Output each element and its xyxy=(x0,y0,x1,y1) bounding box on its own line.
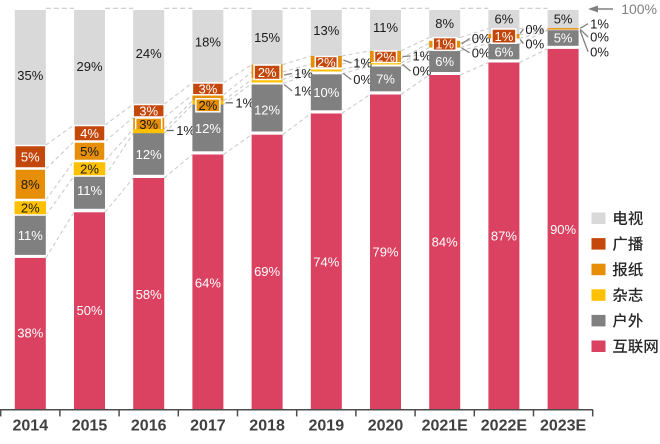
svg-text:0%: 0% xyxy=(590,45,609,60)
svg-text:0%: 0% xyxy=(590,30,609,45)
svg-text:84%: 84% xyxy=(432,235,458,250)
svg-text:6%: 6% xyxy=(435,54,454,69)
svg-text:2%: 2% xyxy=(21,200,40,215)
svg-text:2%: 2% xyxy=(80,161,99,176)
svg-text:1%: 1% xyxy=(413,49,432,64)
svg-text:29%: 29% xyxy=(76,59,102,74)
svg-text:8%: 8% xyxy=(21,177,40,192)
svg-text:12%: 12% xyxy=(254,103,280,118)
svg-text:5%: 5% xyxy=(554,31,573,46)
svg-text:64%: 64% xyxy=(195,275,221,290)
svg-text:15%: 15% xyxy=(254,30,280,45)
svg-text:1%: 1% xyxy=(435,37,454,52)
svg-text:10%: 10% xyxy=(313,85,339,100)
svg-text:4%: 4% xyxy=(80,126,99,141)
svg-text:87%: 87% xyxy=(491,229,517,244)
svg-text:2023E: 2023E xyxy=(540,418,587,435)
svg-text:2%: 2% xyxy=(317,55,336,70)
svg-text:11%: 11% xyxy=(18,228,43,243)
svg-text:3%: 3% xyxy=(139,117,158,132)
svg-text:2021E: 2021E xyxy=(422,418,469,435)
svg-text:2020: 2020 xyxy=(368,418,404,435)
svg-text:38%: 38% xyxy=(17,326,43,341)
svg-text:0%: 0% xyxy=(525,36,544,51)
svg-text:0%: 0% xyxy=(472,31,491,46)
svg-text:11%: 11% xyxy=(77,183,102,198)
svg-text:58%: 58% xyxy=(136,287,162,302)
svg-text:0%: 0% xyxy=(472,46,491,61)
svg-text:0%: 0% xyxy=(525,22,544,37)
svg-text:100%: 100% xyxy=(621,1,657,17)
svg-text:90%: 90% xyxy=(550,222,576,237)
svg-text:2%: 2% xyxy=(199,98,218,113)
svg-text:8%: 8% xyxy=(435,16,454,31)
svg-text:12%: 12% xyxy=(136,147,162,162)
svg-text:7%: 7% xyxy=(376,72,395,87)
svg-text:6%: 6% xyxy=(495,45,514,60)
svg-text:18%: 18% xyxy=(195,35,221,50)
svg-text:0%: 0% xyxy=(353,72,372,87)
svg-text:2%: 2% xyxy=(376,49,395,64)
svg-text:2022E: 2022E xyxy=(481,418,528,435)
svg-text:2016: 2016 xyxy=(131,418,167,435)
svg-text:6%: 6% xyxy=(495,12,514,27)
svg-text:2017: 2017 xyxy=(190,418,226,435)
svg-text:74%: 74% xyxy=(313,254,339,269)
svg-text:5%: 5% xyxy=(80,144,99,159)
svg-text:50%: 50% xyxy=(76,303,102,318)
svg-text:1%: 1% xyxy=(495,29,514,44)
svg-text:69%: 69% xyxy=(254,264,280,279)
svg-text:2015: 2015 xyxy=(72,418,108,435)
svg-text:1%: 1% xyxy=(353,56,372,71)
svg-text:35%: 35% xyxy=(17,68,43,83)
svg-text:0%: 0% xyxy=(413,64,432,79)
svg-text:2018: 2018 xyxy=(249,418,285,435)
svg-text:12%: 12% xyxy=(195,121,221,136)
svg-text:1%: 1% xyxy=(294,66,313,81)
svg-text:2019: 2019 xyxy=(309,418,345,435)
svg-text:5%: 5% xyxy=(21,149,40,164)
svg-text:1%: 1% xyxy=(294,84,313,99)
svg-text:2014: 2014 xyxy=(13,418,49,435)
svg-text:3%: 3% xyxy=(139,103,158,118)
svg-text:79%: 79% xyxy=(372,244,398,259)
svg-text:3%: 3% xyxy=(199,82,218,97)
svg-text:2%: 2% xyxy=(258,65,277,80)
svg-text:13%: 13% xyxy=(313,23,339,38)
svg-text:11%: 11% xyxy=(373,20,398,35)
svg-text:5%: 5% xyxy=(554,12,573,27)
svg-text:24%: 24% xyxy=(136,46,162,61)
